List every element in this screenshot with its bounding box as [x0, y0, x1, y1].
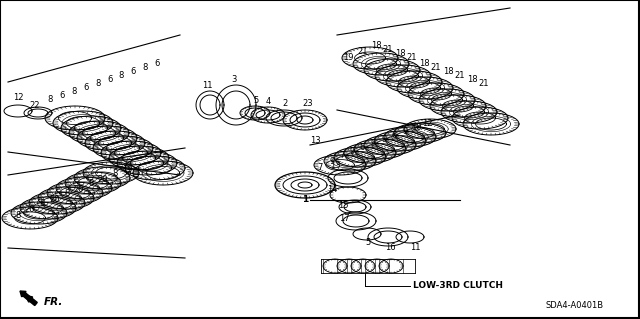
Text: 8: 8: [95, 78, 100, 87]
Text: 8: 8: [64, 189, 70, 198]
Text: 9: 9: [381, 136, 387, 145]
Text: 17: 17: [339, 214, 349, 223]
Text: 5: 5: [365, 238, 371, 247]
Text: 8: 8: [39, 199, 45, 209]
Text: 5: 5: [253, 96, 259, 105]
Text: 9: 9: [349, 147, 355, 157]
Text: 20: 20: [50, 195, 60, 204]
Text: 8: 8: [71, 86, 77, 95]
Text: 6: 6: [108, 75, 113, 84]
Text: 3: 3: [231, 75, 237, 84]
Text: 18: 18: [371, 41, 381, 50]
Text: 18: 18: [467, 75, 477, 84]
Text: LOW-3RD CLUTCH: LOW-3RD CLUTCH: [413, 281, 503, 291]
Text: 4: 4: [266, 97, 271, 106]
Text: 20: 20: [98, 174, 108, 183]
Text: 11: 11: [410, 243, 420, 252]
Text: FR.: FR.: [44, 297, 63, 307]
Text: 11: 11: [202, 81, 212, 90]
Text: 6: 6: [83, 83, 89, 92]
Text: 13: 13: [330, 161, 340, 170]
Text: 8: 8: [47, 95, 52, 105]
Text: 16: 16: [385, 243, 396, 252]
Text: 6: 6: [391, 131, 397, 140]
Text: 22: 22: [29, 100, 40, 109]
Text: 21: 21: [358, 47, 368, 56]
Text: 8: 8: [15, 211, 20, 219]
Text: 2: 2: [282, 99, 287, 108]
Text: 6: 6: [131, 66, 136, 76]
FancyArrow shape: [20, 291, 37, 306]
Text: 18: 18: [419, 58, 429, 68]
Text: 9: 9: [371, 139, 376, 149]
Text: SDA4-A0401B: SDA4-A0401B: [546, 301, 604, 310]
Text: 6: 6: [154, 60, 160, 69]
Text: 21: 21: [479, 78, 489, 87]
Text: 8: 8: [88, 180, 93, 189]
Text: 13: 13: [310, 136, 320, 145]
Text: 12: 12: [422, 120, 432, 129]
Text: 7: 7: [317, 164, 323, 173]
Text: 7: 7: [339, 152, 345, 160]
Text: 8: 8: [118, 70, 124, 79]
Text: 9: 9: [403, 128, 408, 137]
Text: 8: 8: [112, 169, 118, 179]
Text: 9: 9: [330, 157, 335, 166]
Text: 6: 6: [60, 92, 65, 100]
Text: 12: 12: [13, 93, 23, 101]
Text: 19: 19: [122, 165, 132, 174]
Text: 8: 8: [142, 63, 148, 71]
Text: 18: 18: [395, 49, 405, 58]
Text: 21: 21: [407, 54, 417, 63]
Text: 1: 1: [302, 195, 308, 204]
Text: 18: 18: [443, 66, 453, 76]
Text: 23: 23: [303, 99, 314, 108]
Text: 21: 21: [431, 63, 441, 71]
Text: 6: 6: [359, 144, 365, 152]
Text: 15: 15: [338, 201, 348, 210]
Text: 21: 21: [455, 70, 465, 79]
Text: 14: 14: [327, 185, 337, 194]
Text: 21: 21: [383, 46, 393, 55]
Text: 20: 20: [25, 204, 35, 213]
Text: 19: 19: [343, 54, 353, 63]
Text: 10: 10: [411, 123, 421, 132]
Text: 20: 20: [74, 184, 84, 194]
